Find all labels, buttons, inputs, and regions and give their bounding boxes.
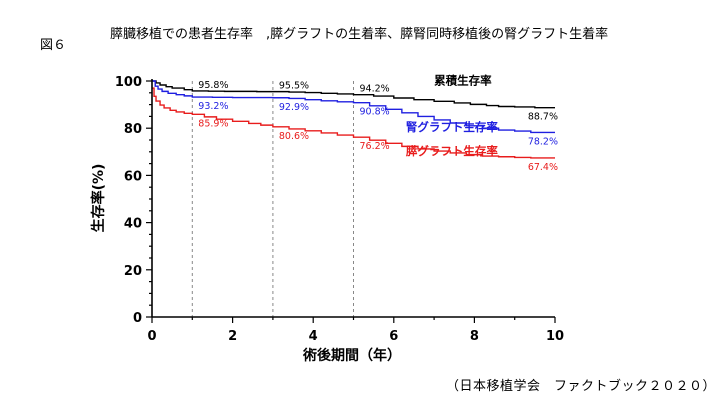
y-axis-label: 生存率(%) (90, 164, 107, 233)
x-tick-label: 6 (389, 329, 398, 344)
y-tick-label: 0 (133, 311, 142, 326)
data-label: 67.4% (528, 162, 558, 173)
data-label: 78.2% (528, 136, 558, 147)
data-label: 76.2% (360, 141, 390, 152)
data-labels: 95.8% 95.5% 94.2% 88.7% 93.2% 92.9% 90.8% 78.2%… (198, 73, 558, 173)
series-curve-1 (152, 80, 555, 134)
x-tick-label: 8 (470, 329, 479, 344)
data-label: 95.8% (198, 80, 228, 91)
data-label: 92.9% (279, 102, 309, 113)
data-label: 94.2% (360, 84, 390, 95)
series-curve-2 (152, 87, 555, 159)
data-label: 88.7% (528, 112, 558, 123)
axes: 0 20 40 60 80 100 0 2 4 6 8 10 (115, 75, 564, 344)
data-label: 85.9% (198, 118, 228, 129)
data-label: 80.6% (279, 131, 309, 142)
x-tick-label: 10 (546, 329, 564, 344)
data-label: 93.2% (198, 101, 228, 112)
series-name-label: 累積生存率 (434, 73, 492, 87)
x-tick-label: 2 (228, 329, 237, 344)
y-tick-label: 80 (124, 122, 142, 137)
series-name-label: 腎グラフト生存率 (406, 120, 498, 134)
y-tick-label: 60 (124, 169, 142, 184)
data-label: 95.5% (279, 81, 309, 92)
y-tick-label: 40 (124, 217, 142, 232)
source-citation: （日本移植学会 ファクトブック２０２０） (446, 379, 717, 394)
chart-title: 膵臓移植での患者生存率 ,膵グラフトの生着率、膵腎同時移植後の腎グラフト生着率 (110, 27, 609, 42)
x-axis-label: 術後期間（年） (302, 347, 401, 364)
x-tick-label: 0 (147, 329, 156, 344)
data-label: 90.8% (360, 107, 390, 118)
y-tick-label: 20 (124, 264, 142, 279)
y-tick-label: 100 (115, 75, 142, 90)
x-tick-label: 4 (309, 329, 318, 344)
series-curve-0 (152, 80, 555, 109)
series-group (152, 80, 555, 159)
figure-label: 図６ (40, 38, 67, 53)
series-name-label: 膵グラフト生存率 (406, 144, 498, 158)
